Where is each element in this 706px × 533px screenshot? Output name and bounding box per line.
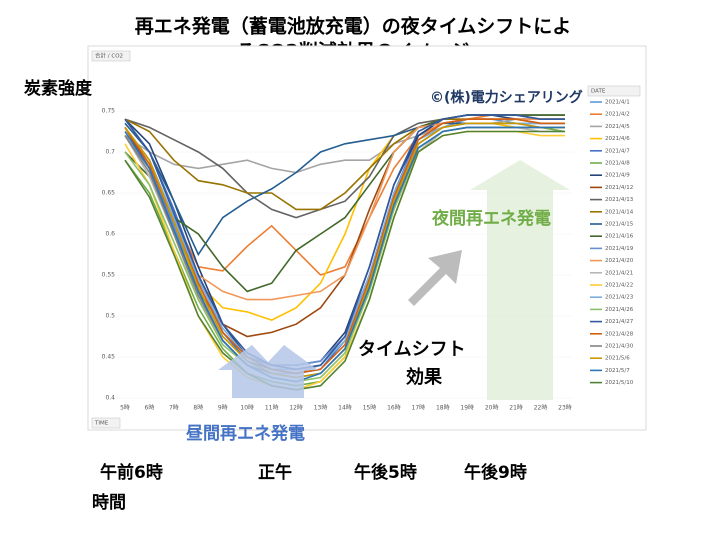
legend-label: 2021/4/6	[605, 136, 630, 142]
legend-label: 2021/4/22	[605, 283, 633, 289]
x-tick-label: 13時	[314, 404, 328, 412]
x-tick-label: 10時	[240, 404, 254, 412]
legend-label: 2021/4/26	[605, 307, 634, 313]
legend-label: 2021/4/15	[605, 222, 634, 228]
x-tick-label: 9時	[218, 404, 228, 412]
night-arrow	[470, 160, 570, 400]
y-tick-label: 0.5	[105, 313, 115, 320]
shift-label: 効果	[406, 366, 443, 388]
axis-button-label: TIME	[94, 421, 109, 427]
x-tick-label: 8時	[193, 404, 203, 412]
y-tick-label: 0.7	[105, 149, 115, 156]
legend-label: 2021/4/23	[605, 295, 634, 301]
legend-label: 2021/4/20	[605, 258, 634, 264]
time-label: 正午	[258, 462, 292, 483]
x-tick-label: 14時	[338, 404, 352, 412]
legend-label: 2021/4/7	[605, 148, 630, 154]
x-tick-label: 18時	[436, 404, 450, 412]
x-axis-label: 時間	[92, 492, 126, 513]
legend-label: 2021/4/1	[605, 100, 630, 106]
series-line	[124, 130, 565, 391]
night-label: 夜間再エネ発電	[431, 208, 551, 229]
field-label: 合計 / CO2	[95, 52, 123, 60]
legend-label: 2021/4/19	[605, 246, 634, 252]
legend-label: 2021/5/10	[605, 380, 634, 386]
y-axis-label: 炭素強度	[24, 78, 93, 99]
legend-button	[587, 85, 641, 97]
legend-label: 2021/4/12	[605, 185, 633, 191]
legend-label: 2021/5/7	[605, 368, 630, 374]
legend-label: 2021/4/30	[605, 344, 634, 350]
x-tick-label: 12時	[289, 404, 303, 412]
x-tick-label: 22時	[534, 404, 548, 412]
x-tick-label: 6時	[145, 404, 155, 412]
title: 再エネ発電（蓄電池放充電）の夜タイムシフトによ	[135, 15, 572, 38]
legend-label: 2021/4/27	[605, 319, 634, 325]
field-button	[91, 50, 131, 62]
legend-label: 2021/4/8	[605, 161, 630, 167]
shift-label: タイムシフト	[358, 339, 466, 360]
y-tick-label: 0.75	[102, 108, 116, 115]
series-line	[124, 126, 565, 383]
y-tick-label: 0.45	[102, 354, 116, 361]
legend-title: DATE	[591, 89, 606, 95]
x-tick-label: 15時	[363, 404, 377, 412]
x-tick-label: 17時	[412, 404, 426, 412]
shift-arrow	[408, 250, 462, 306]
y-tick-label: 0.55	[102, 272, 116, 279]
series-line	[124, 114, 565, 371]
legend-label: 2021/4/9	[605, 173, 630, 179]
x-tick-label: 19時	[460, 404, 474, 412]
y-tick-label: 0.4	[105, 395, 115, 402]
time-label: 午後5時	[354, 462, 417, 483]
x-tick-label: 23時	[558, 404, 572, 412]
x-tick-label: 11時	[265, 404, 279, 412]
legend-label: 2021/4/28	[605, 331, 634, 337]
day-arrow	[218, 345, 318, 398]
time-label: 午前6時	[100, 462, 163, 483]
y-tick-label: 0.6	[105, 231, 115, 238]
time-label: 午後9時	[464, 462, 527, 483]
copyright: ©(株)電力シェアリング	[430, 89, 583, 106]
legend-label: 2021/4/16	[605, 234, 634, 240]
legend-label: 2021/4/2	[605, 112, 630, 118]
x-tick-label: 21時	[509, 404, 523, 412]
series-line	[124, 118, 565, 375]
y-tick-label: 0.65	[102, 190, 116, 197]
legend-label: 2021/4/13	[605, 197, 634, 203]
x-tick-label: 20時	[485, 404, 499, 412]
legend-label: 2021/4/21	[605, 270, 633, 276]
legend-label: 2021/4/5	[605, 124, 630, 130]
axis-button	[91, 417, 121, 429]
legend-label: 2021/4/14	[605, 209, 634, 215]
day-label: 昼間再エネ発電	[186, 423, 305, 444]
legend-label: 2021/5/6	[605, 356, 630, 362]
x-tick-label: 16時	[387, 404, 401, 412]
x-tick-label: 5時	[120, 404, 130, 412]
x-tick-label: 7時	[169, 404, 179, 412]
